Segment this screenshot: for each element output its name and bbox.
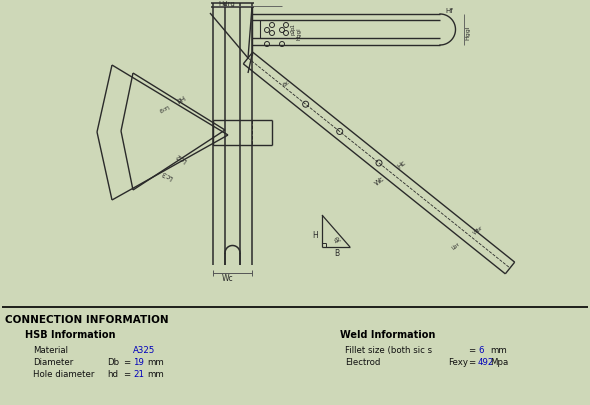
Text: Hole diameter: Hole diameter (33, 370, 94, 379)
Text: =: = (123, 358, 130, 367)
Text: Lcg: Lcg (157, 103, 169, 113)
Text: mm: mm (147, 358, 164, 367)
Text: p1: p1 (290, 23, 295, 30)
Text: Hf: Hf (445, 8, 453, 14)
Text: =: = (123, 370, 130, 379)
Text: Hggl: Hggl (466, 25, 470, 40)
Text: hd: hd (107, 370, 118, 379)
Text: 6: 6 (478, 346, 483, 355)
Text: H: H (312, 231, 318, 240)
Text: 21: 21 (133, 370, 144, 379)
Text: Weld Information: Weld Information (340, 330, 435, 340)
Text: Electrod: Electrod (345, 358, 381, 367)
Text: Wc: Wc (222, 274, 234, 283)
Text: B: B (334, 249, 339, 258)
Text: Lbr: Lbr (451, 241, 461, 251)
Text: Hd: Hd (174, 93, 185, 103)
Text: =: = (468, 346, 476, 355)
Text: Db: Db (107, 358, 119, 367)
Text: Hggl: Hggl (297, 27, 302, 40)
Text: Lc2: Lc2 (174, 152, 188, 164)
Text: Fillet size (both sic s: Fillet size (both sic s (345, 346, 432, 355)
Text: 19: 19 (133, 358, 144, 367)
Text: Hc: Hc (396, 160, 407, 170)
Text: p2: p2 (290, 28, 295, 35)
Text: A325: A325 (133, 346, 155, 355)
Text: θ/: θ/ (332, 236, 341, 245)
Text: CONNECTION INFORMATION: CONNECTION INFORMATION (5, 315, 169, 325)
Text: Wbr: Wbr (473, 224, 484, 235)
Text: mm: mm (147, 370, 164, 379)
Text: mm: mm (490, 346, 507, 355)
Text: Material: Material (33, 346, 68, 355)
Text: θc: θc (282, 79, 291, 88)
Text: Fexy: Fexy (448, 358, 468, 367)
Text: 492: 492 (478, 358, 494, 367)
Text: =: = (468, 358, 476, 367)
Text: Wc: Wc (374, 175, 386, 187)
Text: Diameter: Diameter (33, 358, 73, 367)
Text: HSB Information: HSB Information (25, 330, 116, 340)
Text: Mpa: Mpa (490, 358, 508, 367)
Text: Lc3: Lc3 (160, 169, 173, 180)
Text: Hdrg: Hdrg (218, 1, 235, 7)
